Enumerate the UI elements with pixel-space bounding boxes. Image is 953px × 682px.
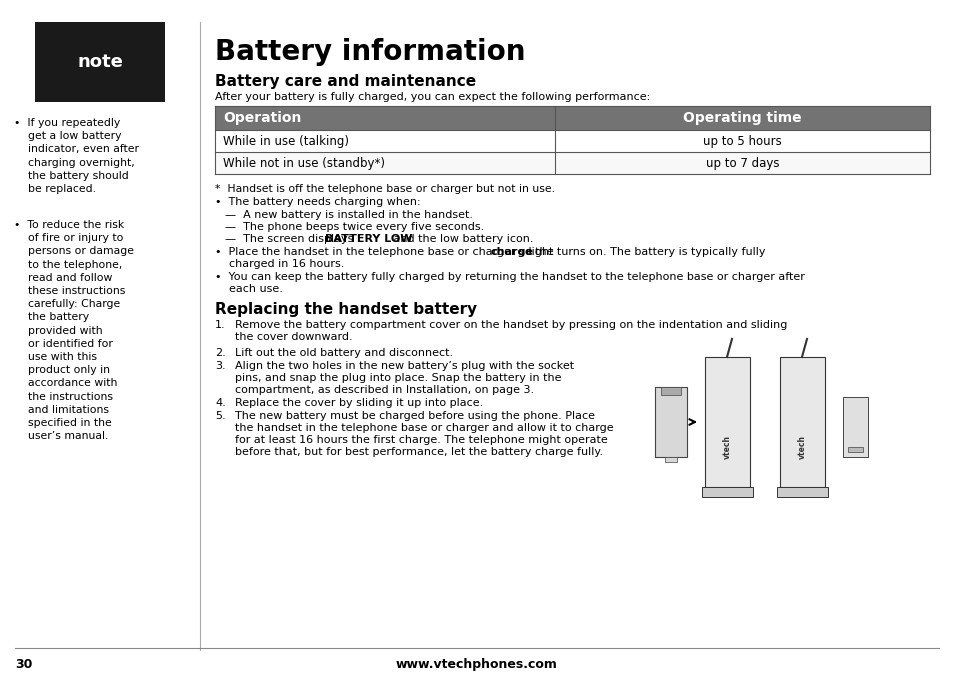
Text: Operation: Operation	[223, 111, 301, 125]
Text: up to 5 hours: up to 5 hours	[702, 134, 781, 147]
Text: charged in 16 hours.: charged in 16 hours.	[229, 259, 344, 269]
Bar	[660, 387, 680, 395]
Text: pins, and snap the plug into place. Snap the battery in the: pins, and snap the plug into place. Snap…	[234, 373, 561, 383]
Text: BATTERY LOW: BATTERY LOW	[325, 234, 412, 244]
Text: Battery care and maintenance: Battery care and maintenance	[214, 74, 476, 89]
Bar	[780, 357, 824, 487]
Text: the cover downward.: the cover downward.	[234, 332, 353, 342]
Bar	[35, 22, 165, 102]
Bar	[664, 457, 677, 462]
Text: vtech: vtech	[797, 435, 805, 459]
Bar	[701, 487, 752, 497]
Text: •  Place the handset in the telephone base or charger so the: • Place the handset in the telephone bas…	[214, 247, 557, 257]
Text: for at least 16 hours the first charge. The telephone might operate: for at least 16 hours the first charge. …	[234, 435, 607, 445]
Text: While in use (talking): While in use (talking)	[223, 134, 349, 147]
Bar	[842, 397, 867, 457]
Text: Battery information: Battery information	[214, 38, 525, 66]
Text: and the low battery icon.: and the low battery icon.	[390, 234, 533, 244]
Bar	[704, 357, 749, 487]
Text: While not in use (standby*): While not in use (standby*)	[223, 156, 385, 170]
Text: Replace the cover by sliding it up into place.: Replace the cover by sliding it up into …	[234, 398, 483, 408]
Bar	[776, 487, 827, 497]
Text: light turns on. The battery is typically fully: light turns on. The battery is typically…	[524, 247, 764, 257]
Text: www.vtechphones.com: www.vtechphones.com	[395, 658, 558, 671]
Text: 2.: 2.	[214, 348, 226, 358]
Bar	[214, 130, 929, 152]
Text: Align the two holes in the new battery’s plug with the socket: Align the two holes in the new battery’s…	[234, 361, 574, 371]
Bar	[214, 106, 929, 130]
Text: *  Handset is off the telephone base or charger but not in use.: * Handset is off the telephone base or c…	[214, 184, 555, 194]
Text: 1.: 1.	[214, 320, 226, 330]
Text: —  The phone beeps twice every five seconds.: — The phone beeps twice every five secon…	[225, 222, 484, 232]
Text: —  The screen displays: — The screen displays	[225, 234, 356, 244]
Text: —  A new battery is installed in the handset.: — A new battery is installed in the hand…	[225, 210, 473, 220]
Text: Remove the battery compartment cover on the handset by pressing on the indentati: Remove the battery compartment cover on …	[234, 320, 786, 330]
Text: •  The battery needs charging when:: • The battery needs charging when:	[214, 197, 420, 207]
Text: note: note	[77, 53, 123, 71]
Text: compartment, as described in Installation, on page 3.: compartment, as described in Installatio…	[234, 385, 534, 395]
Text: •  If you repeatedly
    get a low battery
    indicator, even after
    chargin: • If you repeatedly get a low battery in…	[14, 118, 139, 194]
Text: vtech: vtech	[721, 435, 731, 459]
Text: 3.: 3.	[214, 361, 226, 371]
Text: The new battery must be charged before using the phone. Place: The new battery must be charged before u…	[234, 411, 595, 421]
Text: After your battery is fully charged, you can expect the following performance:: After your battery is fully charged, you…	[214, 92, 650, 102]
Bar	[847, 447, 862, 452]
Text: 30: 30	[15, 658, 32, 671]
Text: charge: charge	[491, 247, 534, 257]
Text: •  To reduce the risk
    of fire or injury to
    persons or damage
    to the : • To reduce the risk of fire or injury t…	[14, 220, 133, 441]
Text: 4.: 4.	[214, 398, 226, 408]
Text: 5.: 5.	[214, 411, 226, 421]
Text: the handset in the telephone base or charger and allow it to charge: the handset in the telephone base or cha…	[234, 423, 613, 433]
Bar	[214, 152, 929, 174]
Text: Lift out the old battery and disconnect.: Lift out the old battery and disconnect.	[234, 348, 453, 358]
Text: Operating time: Operating time	[682, 111, 801, 125]
Text: •  You can keep the battery fully charged by returning the handset to the teleph: • You can keep the battery fully charged…	[214, 272, 804, 282]
Text: up to 7 days: up to 7 days	[705, 156, 779, 170]
Text: Replacing the handset battery: Replacing the handset battery	[214, 302, 477, 317]
Text: before that, but for best performance, let the battery charge fully.: before that, but for best performance, l…	[234, 447, 602, 457]
Bar	[655, 387, 686, 457]
Text: each use.: each use.	[229, 284, 283, 294]
